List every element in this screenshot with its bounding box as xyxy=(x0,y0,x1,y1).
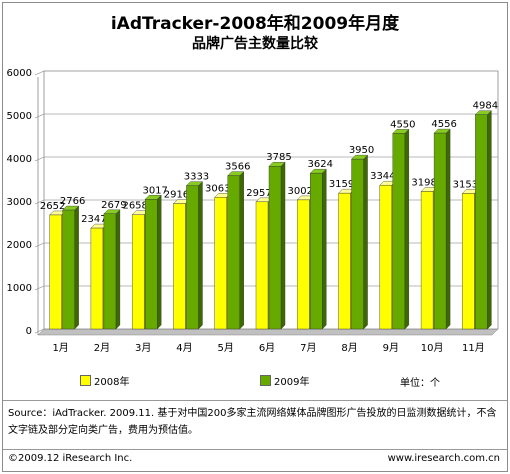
xtick-label-3: 4月 xyxy=(176,342,192,354)
ytick-mark-5 xyxy=(34,113,45,119)
data-label-1-4: 3566 xyxy=(225,162,250,173)
bar-0-1 xyxy=(90,227,104,330)
bar-0-3 xyxy=(173,203,186,330)
data-label-1-10: 4984 xyxy=(473,101,498,112)
unit-label: 单位：个 xyxy=(400,378,440,389)
bar-side-1-7 xyxy=(363,154,368,330)
data-label-1-7: 3950 xyxy=(349,145,374,156)
bar-1-0 xyxy=(62,209,75,330)
data-label-1-6: 3624 xyxy=(308,159,333,170)
data-label-0-7: 3159 xyxy=(329,179,354,190)
divider-bottom xyxy=(3,449,507,450)
chart-floor xyxy=(37,328,499,336)
xtick-label-4: 5月 xyxy=(218,342,234,354)
ytick-mark-3 xyxy=(34,199,45,205)
ytick-mark-2 xyxy=(34,242,45,248)
data-label-0-4: 3063 xyxy=(205,183,230,194)
website-link: www.iresearch.com.cn xyxy=(387,453,500,464)
bar-side-1-1 xyxy=(115,209,121,330)
data-label-1-5: 3785 xyxy=(266,152,291,163)
bar-1-9 xyxy=(433,132,447,330)
ytick-mark-0 xyxy=(34,328,45,334)
legend-item-2008: 2008年 xyxy=(80,373,129,388)
data-label-0-6: 3002 xyxy=(288,186,313,197)
bar-1-2 xyxy=(144,199,158,330)
data-label-0-10: 3153 xyxy=(453,179,478,190)
ytick-label-1: 1000 xyxy=(7,283,32,294)
bar-1-3 xyxy=(186,185,199,330)
bar-0-2 xyxy=(131,214,145,330)
data-label-1-3: 3333 xyxy=(184,172,209,183)
ytick-mark-4 xyxy=(34,156,45,162)
copyright: ©2009.12 iResearch Inc. xyxy=(8,453,133,464)
bar-0-7 xyxy=(338,192,351,330)
bar-side-1-6 xyxy=(322,168,327,330)
bar-0-10 xyxy=(462,193,475,330)
bar-side-1-0 xyxy=(74,205,79,330)
ytick-label-5: 5000 xyxy=(7,111,32,122)
bar-0-0 xyxy=(49,214,62,330)
bar-1-7 xyxy=(351,158,364,330)
bar-0-8 xyxy=(379,185,393,330)
bar-side-1-2 xyxy=(156,194,162,330)
legend-swatch-2009 xyxy=(260,375,271,386)
data-label-0-9: 3198 xyxy=(411,177,436,188)
data-label-1-2: 3017 xyxy=(142,185,167,196)
ytick-label-2: 2000 xyxy=(7,240,32,251)
data-label-0-5: 2957 xyxy=(246,188,271,199)
data-label-0-8: 3344 xyxy=(370,171,395,182)
legend-label-2009: 2009年 xyxy=(274,377,310,388)
divider-top xyxy=(3,400,507,401)
bar-1-5 xyxy=(268,166,282,330)
bar-0-4 xyxy=(214,197,227,330)
bar-0-9 xyxy=(420,191,434,330)
ytick-label-4: 4000 xyxy=(7,154,32,165)
source-note: Source：iAdTracker. 2009.11. 基于对中国200多家主流… xyxy=(8,408,497,436)
bar-1-4 xyxy=(227,175,240,330)
legend-swatch-2008 xyxy=(80,375,91,386)
ytick-label-3: 3000 xyxy=(7,197,32,208)
ytick-mark-6 xyxy=(34,70,45,76)
xtick-label-2: 3月 xyxy=(135,342,151,354)
xtick-label-0: 1月 xyxy=(52,342,68,354)
ytick-mark-1 xyxy=(34,285,45,291)
bar-side-1-3 xyxy=(198,181,203,330)
bar-0-6 xyxy=(297,199,310,330)
bar-0-5 xyxy=(255,201,269,330)
ytick-label-6: 6000 xyxy=(7,68,32,79)
data-label-0-3: 2916 xyxy=(164,190,189,201)
bar-1-6 xyxy=(310,172,323,330)
bar-side-1-10 xyxy=(487,110,492,330)
data-label-0-1: 2347 xyxy=(81,214,106,225)
xtick-label-10: 11月 xyxy=(462,342,485,354)
xtick-label-9: 10月 xyxy=(421,342,444,354)
chart-title: iAdTracker-2008年和2009年月度 xyxy=(110,14,400,34)
bar-1-1 xyxy=(103,213,117,330)
ytick-label-0: 0 xyxy=(26,326,32,337)
data-label-0-2: 2658 xyxy=(122,201,147,212)
data-label-1-8: 4550 xyxy=(390,119,415,130)
data-label-1-1: 2679 xyxy=(101,200,126,211)
data-label-1-9: 4556 xyxy=(431,119,456,130)
legend-item-2009: 2009年 xyxy=(260,373,309,388)
xtick-label-8: 9月 xyxy=(383,342,399,354)
xtick-label-7: 8月 xyxy=(341,342,357,354)
bar-side-1-5 xyxy=(280,161,286,330)
bar-side-1-4 xyxy=(239,171,244,330)
bar-1-8 xyxy=(392,133,406,330)
legend-label-2008: 2008年 xyxy=(94,377,130,388)
data-label-0-0: 2652 xyxy=(40,201,65,212)
data-label-1-0: 2766 xyxy=(60,196,85,207)
bar-side-1-9 xyxy=(445,128,451,330)
xtick-label-5: 6月 xyxy=(259,342,275,354)
bar-side-1-8 xyxy=(404,128,410,330)
bar-1-10 xyxy=(475,114,488,330)
chart-subtitle: 品牌广告主数量比较 xyxy=(192,36,318,52)
xtick-label-1: 2月 xyxy=(94,342,110,354)
xtick-label-6: 7月 xyxy=(300,342,316,354)
